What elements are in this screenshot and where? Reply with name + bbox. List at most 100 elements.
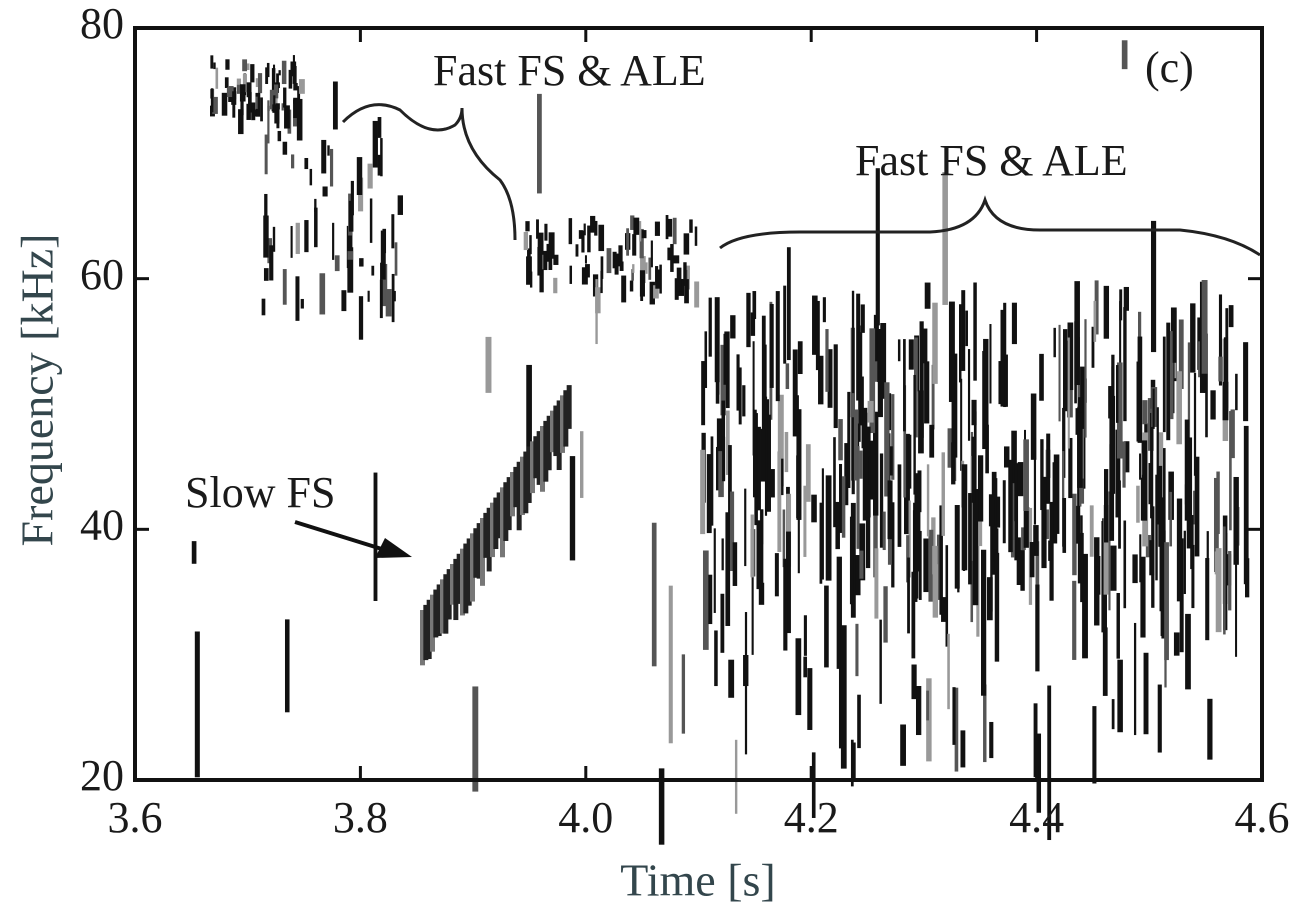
- spectrogram-streak: [825, 329, 829, 392]
- spectrogram-streak: [1187, 342, 1191, 439]
- spectrogram-streak: [951, 442, 956, 485]
- spectrogram-streak: [1000, 309, 1005, 407]
- spectrogram-streak: [1152, 388, 1155, 429]
- spectrogram-streak: [282, 269, 287, 305]
- spectrogram-streak: [879, 619, 882, 704]
- spectrogram-streak: [1118, 480, 1121, 549]
- spectrogram-streak: [827, 349, 833, 408]
- spectrogram-streak: [526, 446, 532, 503]
- spectrogram-streak: [569, 265, 573, 284]
- spectrogram-streak: [485, 336, 492, 393]
- spectrogram-streak: [852, 742, 856, 782]
- spectrogram-streak: [210, 88, 214, 113]
- spectrogram-streak: [1143, 652, 1149, 735]
- spectrogram-streak: [1116, 592, 1120, 659]
- spectrogram-streak: [1102, 627, 1108, 696]
- spectrogram-streak: [1119, 301, 1122, 383]
- spectrogram-streak: [1096, 566, 1099, 587]
- spectrogram-streak: [805, 444, 811, 502]
- spectrogram-streak: [334, 255, 340, 272]
- spectrogram-streak: [681, 654, 686, 734]
- spectrogram-streak: [500, 487, 505, 558]
- spectrogram-streak: [240, 92, 244, 116]
- spectrogram-streak: [752, 341, 755, 456]
- spectrogram-streak: [1137, 336, 1143, 443]
- spectrogram-streak: [1164, 542, 1169, 661]
- spectrogram-streak: [811, 494, 817, 523]
- brace: [719, 195, 1261, 257]
- spectrogram-streak: [210, 55, 214, 69]
- spectrogram-streak: [911, 571, 916, 659]
- spectrogram-streak: [673, 255, 680, 264]
- spectrogram-streak: [251, 102, 256, 121]
- spectrogram-streak: [594, 220, 598, 236]
- spectrogram-streak: [694, 281, 700, 308]
- spectrogram-streak: [1173, 632, 1180, 656]
- spectrogram-streak: [1040, 439, 1044, 511]
- spectrogram-streak: [794, 395, 799, 436]
- spectrogram-streak: [701, 361, 706, 426]
- spectrogram-streak: [777, 451, 782, 552]
- spectrogram-streak: [284, 619, 290, 713]
- spectrogram-streak: [897, 339, 901, 362]
- spectrogram-streak: [1233, 476, 1239, 565]
- spectrogram-streak: [284, 105, 290, 129]
- spectrogram-streak: [951, 353, 958, 458]
- spectrogram-streak: [928, 529, 934, 602]
- spectrogram-streak: [730, 491, 735, 572]
- spectrogram-streak: [274, 107, 280, 124]
- spectrogram-streak: [714, 630, 718, 687]
- spectrogram-streak: [1020, 550, 1025, 591]
- spectrogram-streak: [786, 531, 791, 634]
- spectrogram-streak: [516, 461, 522, 531]
- spectrogram-streak: [1230, 409, 1235, 459]
- spectrogram-streak: [887, 480, 893, 540]
- spectrogram-streak: [833, 437, 836, 528]
- spectrogram-streak: [1023, 507, 1030, 548]
- spectrogram-streak: [903, 385, 907, 498]
- spectrogram-streak: [1039, 353, 1044, 401]
- spectrogram-streak: [568, 218, 573, 245]
- spectrogram-streak: [225, 59, 230, 70]
- spectrogram-streak: [1145, 534, 1151, 558]
- spectrogram-streak: [795, 638, 802, 716]
- spectrogram-streak: [1223, 526, 1226, 635]
- spectrogram-streak: [877, 328, 881, 383]
- x-tick-label: 4.4: [1009, 793, 1064, 842]
- spectrogram-streak: [1124, 441, 1130, 473]
- spectrogram-streak: [543, 420, 549, 482]
- spectrogram-streak: [728, 659, 735, 698]
- spectrogram-streak: [674, 278, 679, 300]
- x-tick-label: 4.2: [784, 793, 839, 842]
- spectrogram-streak: [381, 263, 388, 307]
- spectrogram-streak: [1206, 531, 1209, 603]
- spectrogram-streak: [356, 157, 363, 195]
- spectrogram-streak: [797, 341, 803, 375]
- spectrogram-streak: [882, 511, 886, 551]
- spectrogram-streak: [665, 215, 669, 240]
- spectrogram-streak: [897, 464, 902, 547]
- spectrogram-streak: [269, 245, 274, 281]
- spectrogram-streak: [630, 215, 635, 230]
- spectrogram-streak: [1062, 329, 1068, 412]
- spectrogram-streak: [725, 512, 731, 626]
- arrow: [294, 520, 386, 552]
- spectrogram-streak: [746, 292, 751, 348]
- spectrogram-streak: [496, 492, 502, 539]
- spectrogram-streak: [271, 68, 276, 91]
- spectrogram-streak: [255, 92, 261, 117]
- spectrogram-streak: [873, 314, 879, 375]
- spectrogram-streak: [1045, 509, 1049, 539]
- spectrogram-streak: [473, 528, 479, 578]
- x-tick-label: 3.8: [333, 793, 388, 842]
- spectrogram-streak: [1190, 303, 1196, 373]
- spectrogram-streak: [1080, 366, 1086, 429]
- spectrogram-streak: [581, 267, 588, 285]
- spectrogram-streak: [722, 436, 726, 482]
- spectrogram-streak: [600, 256, 604, 279]
- spectrogram-streak: [914, 337, 918, 438]
- spectrogram-streak: [1076, 505, 1081, 544]
- spectrogram-streak: [1140, 556, 1146, 638]
- spectrogram-streak: [632, 264, 635, 273]
- spectrogram-streak: [811, 752, 816, 818]
